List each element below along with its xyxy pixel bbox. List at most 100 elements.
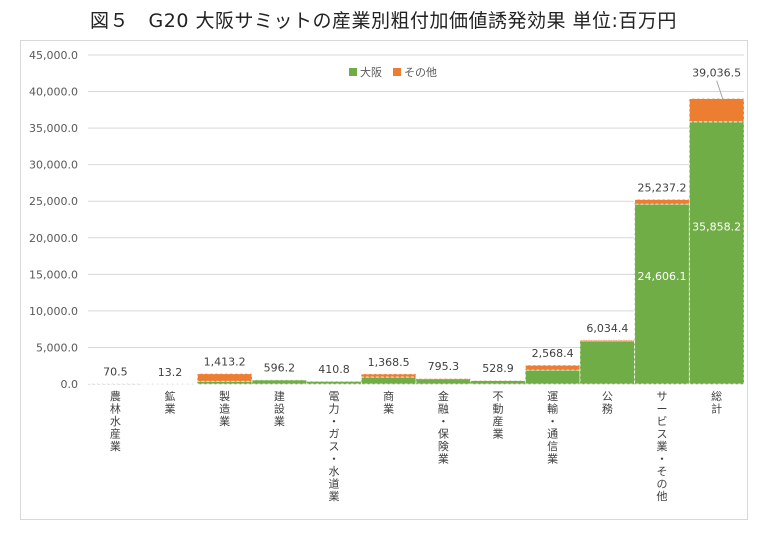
x-tick-label: 設 xyxy=(274,402,285,416)
data-label-total: 70.5 xyxy=(103,365,128,378)
bar-osaka xyxy=(415,378,472,385)
x-tick-label: 業 xyxy=(110,440,121,453)
x-tick-label: ビ xyxy=(657,415,668,428)
x-tick-label: 業 xyxy=(547,453,558,466)
x-tick-label: 力 xyxy=(329,403,340,416)
x-tick-label: 産 xyxy=(110,428,121,441)
chart-svg: 0.0 5,000.0 10,000.0 15,000.0 20,000.0 25,000… xyxy=(29,49,745,503)
x-tick-label: 林 xyxy=(110,402,121,416)
x-tick-label: 業 xyxy=(274,415,285,428)
y-tick-label: 10,000.0 xyxy=(29,305,78,318)
x-tick-label: 信 xyxy=(547,440,558,453)
data-label-total: 410.8 xyxy=(318,363,350,376)
x-tick-label: ス xyxy=(329,440,340,453)
bar-osaka xyxy=(251,379,308,385)
legend-label-other: その他 xyxy=(404,66,437,79)
x-tick-label: ・ xyxy=(329,415,340,428)
x-tick-label: 産 xyxy=(493,415,504,428)
x-tick-label: 運 xyxy=(547,390,558,403)
bar-other xyxy=(688,98,745,123)
y-tick-label: 15,000.0 xyxy=(29,268,78,281)
data-label-osaka: 35,858.2 xyxy=(692,221,741,234)
x-tick-label: ・ xyxy=(657,453,668,466)
x-tick-label: 動 xyxy=(493,402,504,416)
x-tick-label: 保 xyxy=(438,427,449,441)
y-tick-label: 45,000.0 xyxy=(29,49,78,62)
x-tick-label: 金 xyxy=(438,389,449,403)
bar-osaka xyxy=(634,203,690,385)
x-tick-label: 通 xyxy=(547,428,558,441)
x-tick-label: の xyxy=(657,478,668,491)
x-tick-label: 公 xyxy=(602,390,613,403)
x-tick-label: 電 xyxy=(329,390,340,403)
x-tick-label: ・ xyxy=(547,415,558,428)
x-tick-label: 農 xyxy=(110,389,121,403)
x-tick-label: 商 xyxy=(383,389,394,403)
x-tick-label: 険 xyxy=(438,440,449,453)
x-tick-label: ー xyxy=(657,403,668,416)
data-label-total: 13.2 xyxy=(158,366,183,379)
bar-other xyxy=(415,377,472,380)
data-label-total: 39,036.5 xyxy=(692,67,741,80)
x-tick-label: 業 xyxy=(383,403,394,416)
bar-osaka xyxy=(196,380,253,385)
x-tick-label: 融 xyxy=(438,403,449,416)
y-tick-label: 0.0 xyxy=(61,378,79,391)
bar-osaka xyxy=(306,380,362,385)
data-label-total: 528.9 xyxy=(482,362,514,375)
x-tick-label: 道 xyxy=(329,477,340,491)
x-tick-label: ・ xyxy=(438,415,449,428)
legend-label-osaka: 大阪 xyxy=(360,65,382,79)
bar-other xyxy=(360,373,417,378)
x-tick-label: 業 xyxy=(219,415,230,428)
x-tick-label: 他 xyxy=(657,490,668,503)
y-tick-label: 40,000.0 xyxy=(29,86,78,99)
legend-swatch-other xyxy=(393,68,401,76)
chart-area: 0.0 5,000.0 10,000.0 15,000.0 20,000.0 25,000… xyxy=(20,40,748,520)
x-tick-label: 総 xyxy=(711,389,722,403)
data-label-total: 795.3 xyxy=(428,360,460,373)
x-tick-label: 製 xyxy=(219,389,230,403)
x-tick-label: 鉱 xyxy=(165,389,176,403)
data-label-total: 1,413.2 xyxy=(204,356,246,369)
bar-osaka xyxy=(688,121,745,385)
bar-other xyxy=(634,199,690,205)
x-tick-label: 業 xyxy=(438,453,449,466)
data-label-osaka: 24,606.1 xyxy=(638,270,687,283)
bar-other xyxy=(579,339,636,342)
data-label-total: 1,368.5 xyxy=(368,356,410,369)
x-tick-label: ・ xyxy=(329,453,340,466)
data-label-total: 2,568.4 xyxy=(532,347,574,360)
x-tick-label: 不 xyxy=(493,390,504,403)
bar-osaka xyxy=(579,340,636,385)
data-label-total: 596.2 xyxy=(264,362,296,375)
x-tick-label: 務 xyxy=(602,402,613,416)
x-tick-label: 業 xyxy=(493,428,504,441)
x-tick-label: 水 xyxy=(110,415,121,428)
bar-osaka xyxy=(470,380,526,385)
y-tick-label: 5,000.0 xyxy=(36,341,78,354)
y-tick-label: 30,000.0 xyxy=(29,159,78,172)
bar-other xyxy=(524,364,581,371)
x-tick-label: ガ xyxy=(329,428,340,441)
x-tick-label: 造 xyxy=(219,402,230,416)
legend-swatch-osaka xyxy=(349,68,357,76)
x-tick-label: 計 xyxy=(711,402,722,416)
x-tick-label: 建 xyxy=(274,389,285,403)
x-tick-label: 水 xyxy=(329,465,340,478)
x-tick-label: 業 xyxy=(329,490,340,503)
x-tick-label: ス xyxy=(657,428,668,441)
bar-other xyxy=(196,373,253,382)
data-label-total: 6,034.4 xyxy=(586,322,628,335)
bar-osaka xyxy=(360,376,417,385)
data-label-total: 25,237.2 xyxy=(638,181,687,194)
x-tick-label: 業 xyxy=(165,403,176,416)
x-tick-label: 業 xyxy=(657,440,668,453)
x-tick-label: そ xyxy=(657,465,668,478)
y-tick-label: 35,000.0 xyxy=(29,122,78,135)
y-tick-label: 20,000.0 xyxy=(29,232,78,245)
bar-osaka xyxy=(524,369,581,385)
data-label-leader xyxy=(716,80,724,99)
x-tick-label: 輸 xyxy=(547,402,558,416)
y-tick-label: 25,000.0 xyxy=(29,195,78,208)
